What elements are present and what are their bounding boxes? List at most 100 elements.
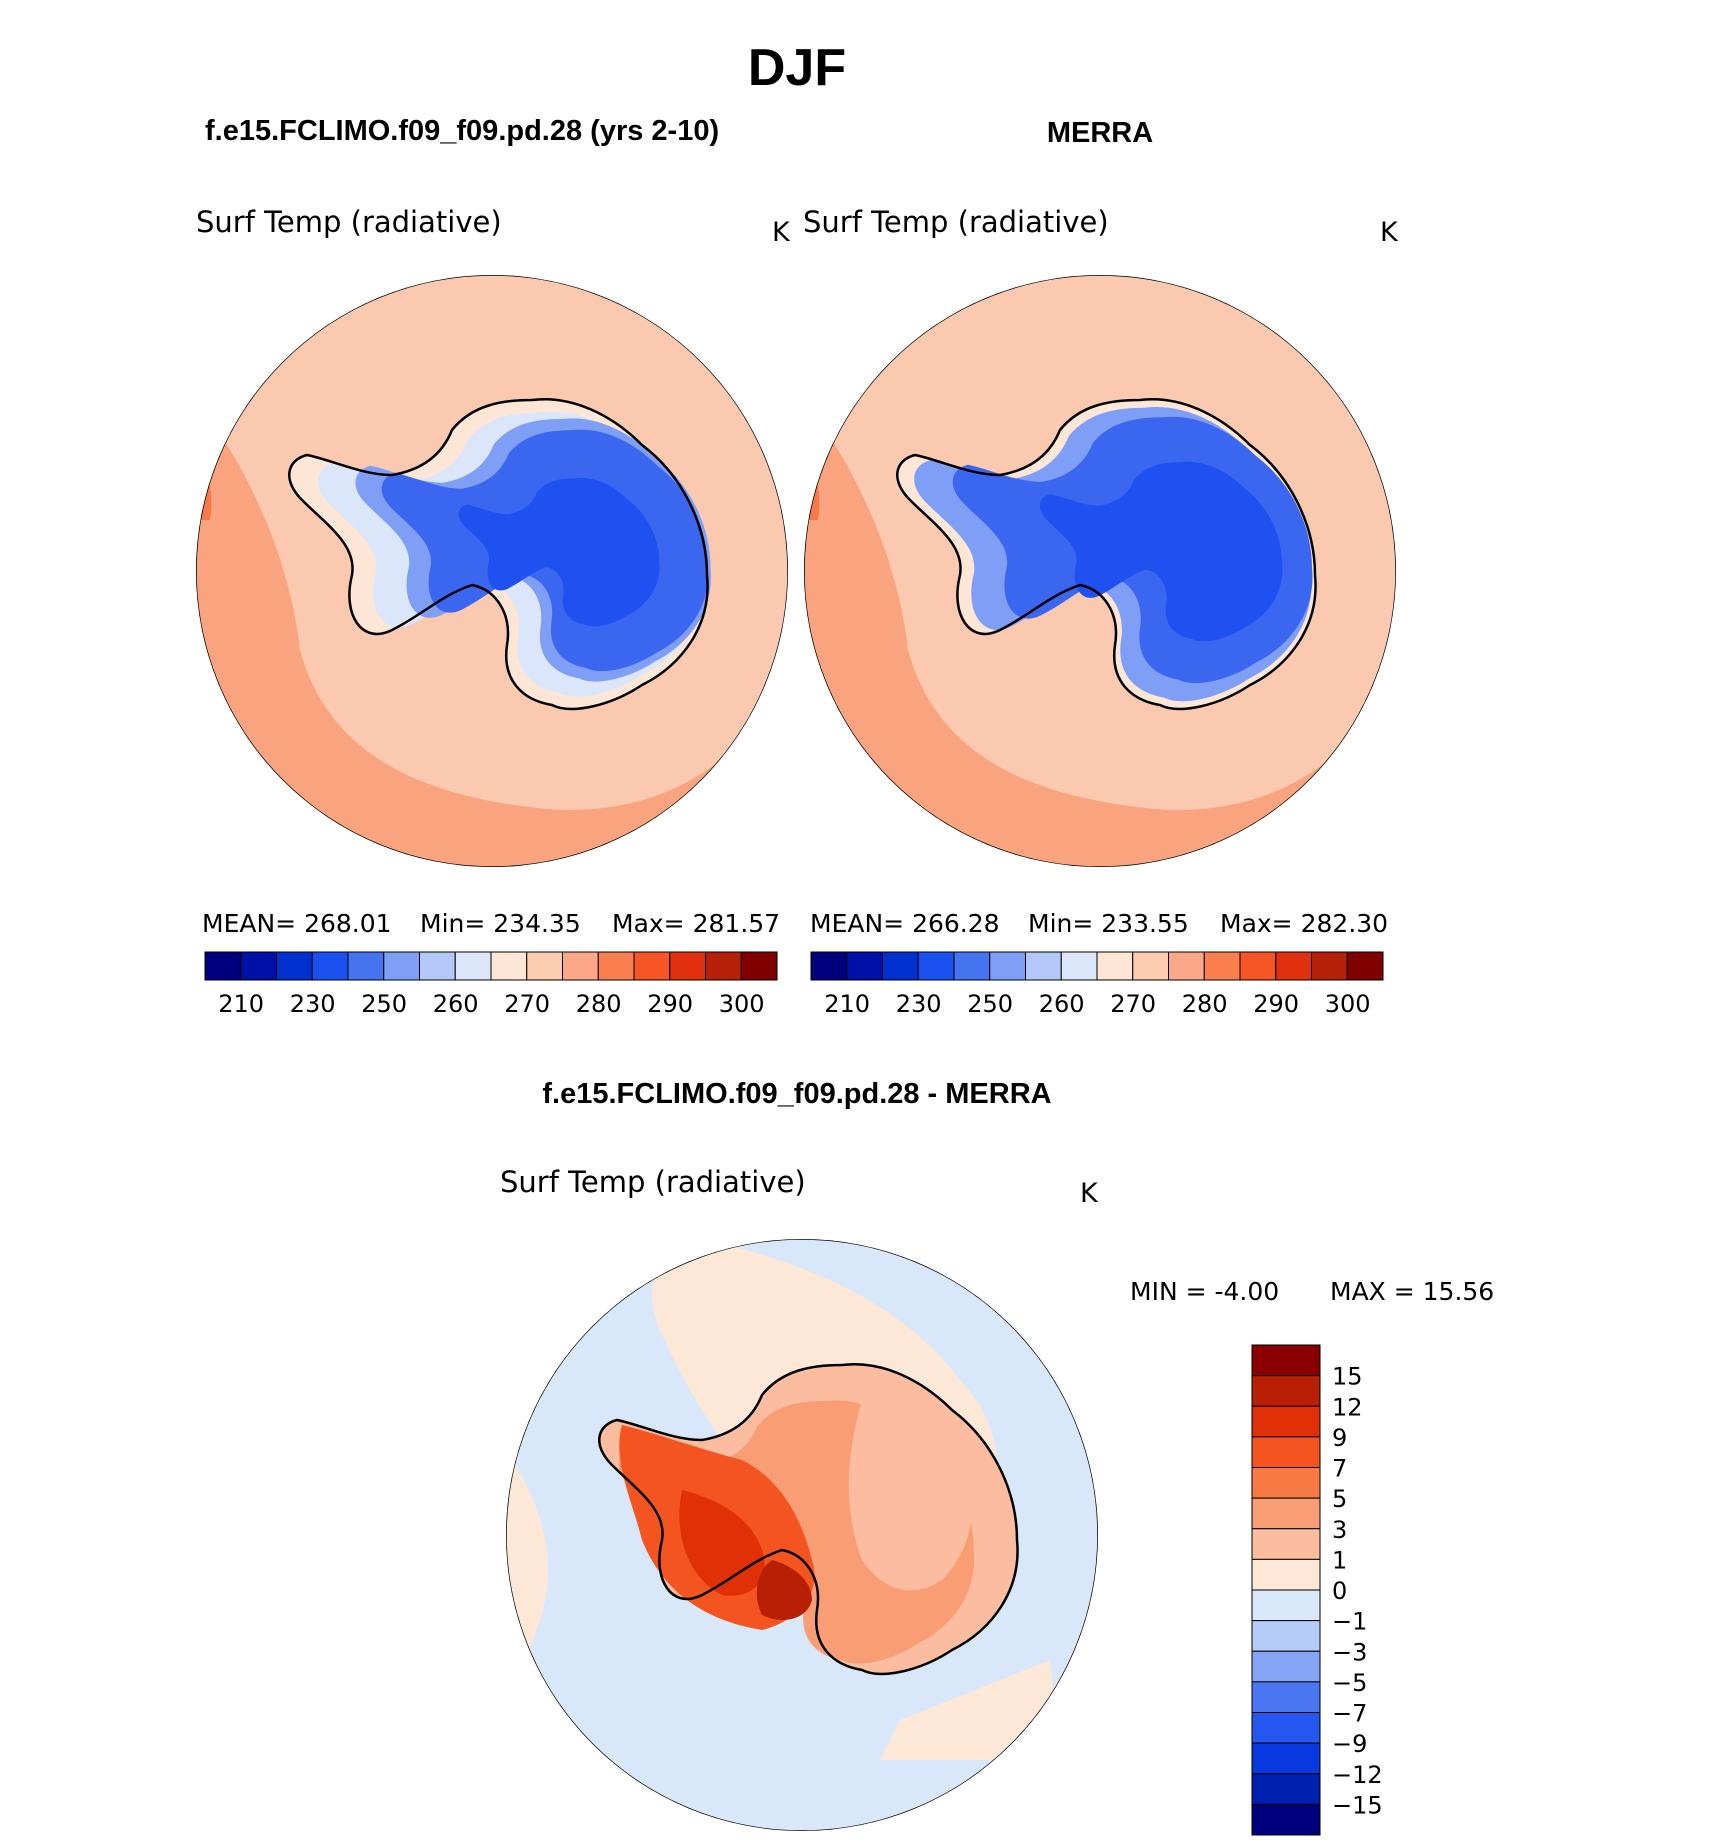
colorbar-swatch bbox=[1251, 1558, 1321, 1591]
diff-panel: Surf Temp (radiative) K MIN = -4.00 MAX … bbox=[500, 1165, 1494, 1836]
left-stat-min: Min= 234.35 bbox=[420, 909, 581, 938]
left-map bbox=[196, 275, 788, 867]
colorbar-tick-label: −12 bbox=[1332, 1761, 1383, 1789]
right-stat-min: Min= 233.55 bbox=[1028, 909, 1189, 938]
colorbar-swatch bbox=[1275, 951, 1312, 981]
colorbar-swatch bbox=[1251, 1405, 1321, 1438]
colorbar-swatch bbox=[669, 951, 706, 981]
colorbar-swatch bbox=[1251, 1681, 1321, 1713]
right-colorbar bbox=[810, 951, 1384, 981]
colorbar-tick-label: 270 bbox=[1110, 990, 1156, 1018]
right-colorbar-labels: 210 230 250 260 270 280 290 300 bbox=[824, 990, 1370, 1018]
colorbar-swatch bbox=[383, 951, 420, 981]
colorbar-tick-label: 230 bbox=[290, 990, 336, 1018]
colorbar-swatch bbox=[597, 951, 635, 981]
colorbar-tick-label: 260 bbox=[433, 990, 479, 1018]
colorbar-tick-label: 250 bbox=[967, 990, 1013, 1018]
colorbar-swatch bbox=[846, 951, 883, 981]
colorbar-tick-label: 280 bbox=[1182, 990, 1228, 1018]
colorbar-swatch bbox=[1251, 1344, 1321, 1377]
colorbar-swatch bbox=[705, 951, 742, 981]
colorbar-tick-label: 3 bbox=[1332, 1516, 1347, 1544]
figure-title: DJF bbox=[748, 39, 846, 97]
colorbar-swatch bbox=[1346, 951, 1384, 981]
colorbar-swatch bbox=[1251, 1467, 1321, 1499]
colorbar-tick-label: 210 bbox=[824, 990, 870, 1018]
colorbar-swatch bbox=[419, 951, 456, 981]
diff-stat-min: MIN = -4.00 bbox=[1130, 1277, 1279, 1306]
colorbar-swatch bbox=[1203, 951, 1241, 981]
colorbar-tick-label: 1 bbox=[1332, 1546, 1347, 1574]
right-stat-mean: MEAN= 266.28 bbox=[810, 909, 1000, 938]
left-colorbar bbox=[204, 951, 778, 981]
diff-panel-title: f.e15.FCLIMO.f09_f09.pd.28 - MERRA bbox=[542, 1078, 1051, 1110]
diff-var-label: Surf Temp (radiative) bbox=[500, 1165, 806, 1199]
colorbar-swatch bbox=[1251, 1803, 1321, 1836]
colorbar-swatch bbox=[240, 951, 277, 981]
colorbar-swatch bbox=[1251, 1589, 1321, 1622]
colorbar-tick-label: −3 bbox=[1332, 1638, 1367, 1666]
colorbar-tick-label: 230 bbox=[896, 990, 942, 1018]
colorbar-tick-label: 250 bbox=[361, 990, 407, 1018]
colorbar-tick-label: −7 bbox=[1332, 1700, 1367, 1728]
right-units: K bbox=[1380, 217, 1399, 248]
colorbar-swatch bbox=[454, 951, 492, 981]
colorbar-tick-label: 280 bbox=[576, 990, 622, 1018]
colorbar-tick-label: 0 bbox=[1332, 1577, 1347, 1605]
colorbar-swatch bbox=[1096, 951, 1134, 981]
colorbar-swatch bbox=[1060, 951, 1098, 981]
colorbar-swatch bbox=[1025, 951, 1062, 981]
colorbar-tick-label: 260 bbox=[1039, 990, 1085, 1018]
colorbar-swatch bbox=[1251, 1528, 1321, 1560]
colorbar-swatch bbox=[1239, 951, 1277, 981]
colorbar-tick-label: 5 bbox=[1332, 1485, 1347, 1513]
colorbar-swatch bbox=[1251, 1773, 1321, 1805]
colorbar-swatch bbox=[526, 951, 563, 981]
colorbar-tick-label: 290 bbox=[647, 990, 693, 1018]
right-map bbox=[804, 275, 1396, 867]
colorbar-swatch bbox=[1251, 1712, 1321, 1744]
colorbar-swatch bbox=[1251, 1436, 1321, 1468]
colorbar-swatch bbox=[1311, 951, 1348, 981]
colorbar-swatch bbox=[1251, 1497, 1321, 1530]
left-stat-mean: MEAN= 268.01 bbox=[202, 909, 392, 938]
colorbar-swatch bbox=[1251, 1375, 1321, 1407]
diff-colorbar bbox=[1251, 1344, 1321, 1836]
colorbar-swatch bbox=[917, 951, 955, 981]
colorbar-swatch bbox=[347, 951, 385, 981]
colorbar-swatch bbox=[1168, 951, 1205, 981]
colorbar-swatch bbox=[633, 951, 671, 981]
left-var-label: Surf Temp (radiative) bbox=[196, 205, 502, 239]
colorbar-swatch bbox=[1132, 951, 1169, 981]
colorbar-tick-label: −5 bbox=[1332, 1669, 1367, 1697]
right-panel: Surf Temp (radiative) K MEAN= 266.28 Min… bbox=[803, 205, 1399, 1018]
diff-units: K bbox=[1080, 1178, 1099, 1209]
colorbar-tick-label: 300 bbox=[1325, 990, 1371, 1018]
colorbar-tick-label: −1 bbox=[1332, 1608, 1367, 1636]
colorbar-swatch bbox=[989, 951, 1026, 981]
colorbar-swatch bbox=[1251, 1742, 1321, 1775]
left-units: K bbox=[772, 217, 791, 248]
colorbar-tick-label: 270 bbox=[504, 990, 550, 1018]
colorbar-tick-label: 210 bbox=[218, 990, 264, 1018]
left-panel: Surf Temp (radiative) K MEAN= 268.01 Min… bbox=[196, 205, 791, 1018]
left-stat-max: Max= 281.57 bbox=[612, 909, 780, 938]
right-var-label: Surf Temp (radiative) bbox=[803, 205, 1109, 239]
colorbar-swatch bbox=[562, 951, 599, 981]
colorbar-swatch bbox=[810, 951, 848, 981]
colorbar-swatch bbox=[276, 951, 313, 981]
colorbar-swatch bbox=[740, 951, 778, 981]
colorbar-tick-label: 12 bbox=[1332, 1393, 1363, 1421]
colorbar-swatch bbox=[490, 951, 528, 981]
colorbar-tick-label: −9 bbox=[1332, 1730, 1367, 1758]
colorbar-tick-label: −15 bbox=[1332, 1791, 1383, 1819]
left-panel-title: f.e15.FCLIMO.f09_f09.pd.28 (yrs 2-10) bbox=[205, 115, 719, 147]
colorbar-tick-label: 9 bbox=[1332, 1424, 1347, 1452]
diff-map bbox=[506, 1239, 1098, 1831]
right-panel-title: MERRA bbox=[1047, 117, 1153, 149]
colorbar-swatch bbox=[1251, 1650, 1321, 1683]
colorbar-tick-label: 15 bbox=[1332, 1363, 1363, 1391]
colorbar-tick-label: 290 bbox=[1253, 990, 1299, 1018]
